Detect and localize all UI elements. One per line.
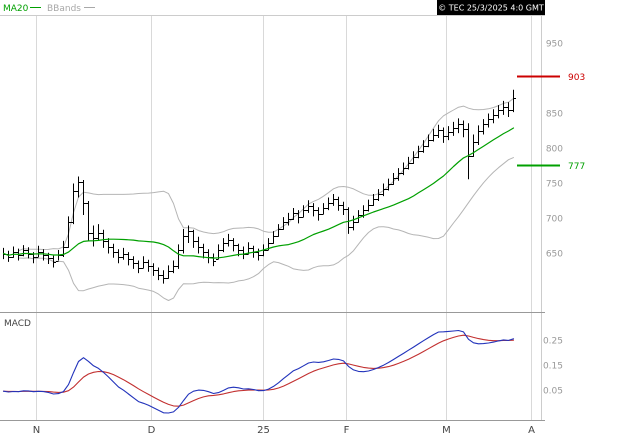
price-axis-tick: 700 xyxy=(546,215,563,225)
macd-line xyxy=(2,329,515,414)
macd-panel xyxy=(2,329,515,414)
price-panel xyxy=(2,75,560,301)
macd-signal-line xyxy=(2,334,515,407)
macd-axis-tick: 0.15 xyxy=(543,362,563,372)
copyright-badge xyxy=(437,0,545,15)
price-axis-tick: 800 xyxy=(546,145,563,155)
resistance-level-label: 903 xyxy=(568,73,585,83)
legend-ma20-label: MA20 xyxy=(3,4,29,14)
month-label: 25 xyxy=(257,425,270,436)
month-label: M xyxy=(442,425,451,436)
price-axis-tick: 950 xyxy=(546,40,563,50)
macd-panel-label: MACD xyxy=(4,319,31,329)
grid-layer xyxy=(0,15,545,421)
month-label: D xyxy=(148,425,156,436)
price-axis-tick: 750 xyxy=(546,180,563,190)
ma20-line xyxy=(2,127,515,259)
support-level-label: 777 xyxy=(568,162,585,172)
month-label: A xyxy=(528,425,535,436)
bollinger-lower-band xyxy=(18,157,514,301)
macd-axis-tick: 0.25 xyxy=(543,337,563,347)
price-axis-tick: 850 xyxy=(546,110,563,120)
chart-header: MA20 BBands © TEC 25/3/2025 4:0 GMT xyxy=(3,0,545,15)
copyright-text: © TEC 25/3/2025 4:0 GMT xyxy=(438,4,544,13)
axis-labels: N D 25 F M A 950 850 800 750 700 650 903 777 0.25 0.15 0… xyxy=(33,40,585,437)
bollinger-upper-band xyxy=(18,98,514,252)
month-label: F xyxy=(344,425,350,436)
legend-bbands-label: BBands xyxy=(47,4,81,14)
month-label: N xyxy=(33,425,40,436)
macd-axis-tick: 0.05 xyxy=(543,387,563,397)
price-axis-tick: 650 xyxy=(546,250,563,260)
